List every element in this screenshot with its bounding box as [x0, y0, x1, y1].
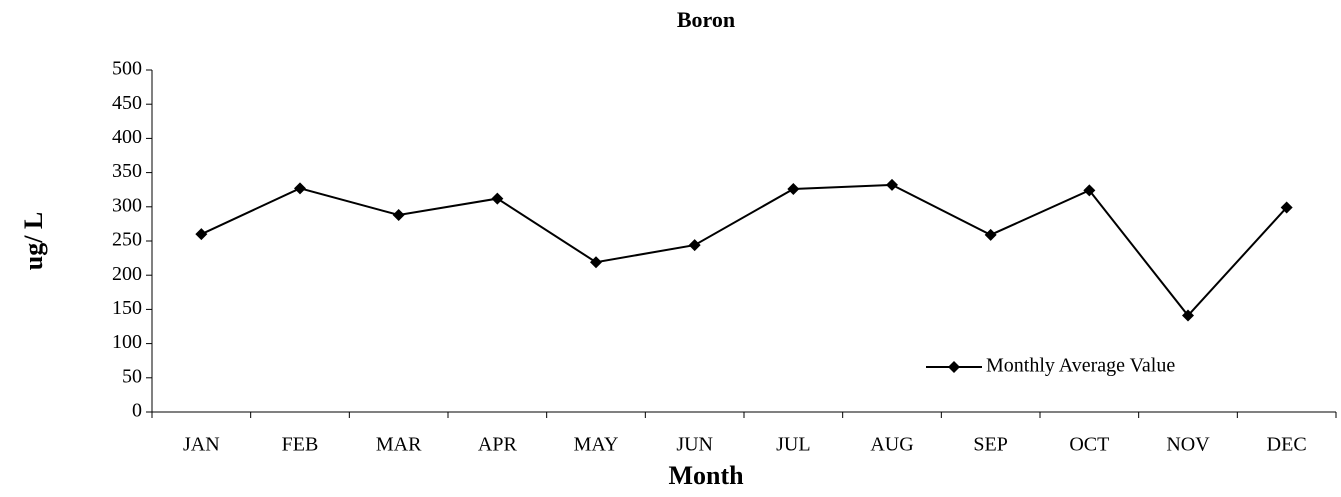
- marker: [1083, 184, 1096, 197]
- y-tick-label: 50: [122, 365, 142, 387]
- x-tick-label: DEC: [1267, 434, 1307, 456]
- x-tick-label: AUG: [870, 434, 913, 456]
- legend-label: Monthly Average Value: [986, 355, 1175, 377]
- marker: [1182, 309, 1194, 322]
- y-tick-label: 200: [112, 263, 142, 285]
- x-tick-label: JUL: [776, 434, 810, 456]
- y-tick-label: 350: [112, 160, 142, 182]
- x-tick-label: JAN: [183, 434, 220, 456]
- marker: [984, 228, 997, 241]
- y-tick-label: 0: [132, 400, 142, 422]
- x-tick-label: JUN: [676, 434, 713, 456]
- line: [200, 183, 1288, 318]
- x-tick-label: APR: [478, 434, 518, 456]
- y-tick-label: 250: [112, 229, 142, 251]
- y-tick-label: 500: [112, 58, 142, 80]
- x-axis-title: Month: [668, 461, 744, 490]
- x-tick-label: SEP: [973, 434, 1007, 456]
- marker: [294, 182, 306, 195]
- marker: [590, 256, 602, 269]
- marker: [195, 228, 208, 241]
- y-tick-label: 100: [112, 331, 142, 353]
- y-axis-title: ug/ L: [19, 212, 48, 271]
- marker: [392, 209, 405, 222]
- marker: [688, 239, 701, 252]
- marker: [1280, 201, 1293, 214]
- x-tick-label: FEB: [282, 434, 319, 456]
- y-tick-label: 150: [112, 297, 142, 319]
- legend-marker: [948, 361, 960, 373]
- marker: [491, 192, 504, 205]
- marker: [886, 178, 898, 191]
- x-tick-label: MAY: [574, 434, 619, 456]
- y-tick-label: 300: [112, 194, 142, 216]
- marker: [787, 183, 800, 196]
- x-tick-label: MAR: [376, 434, 422, 456]
- y-tick-label: 450: [112, 92, 142, 114]
- x-tick-label: OCT: [1069, 434, 1109, 456]
- y-tick-label: 400: [112, 126, 142, 148]
- x-tick-label: NOV: [1166, 434, 1210, 456]
- chart-title: Boron: [677, 7, 735, 32]
